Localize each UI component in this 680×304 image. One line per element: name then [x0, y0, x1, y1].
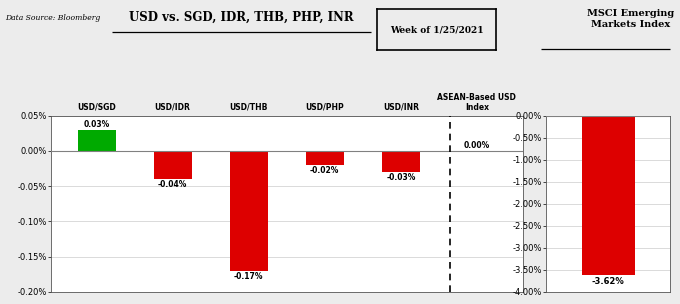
Bar [306, 151, 344, 165]
Text: Data Source: Bloomberg: Data Source: Bloomberg [5, 14, 101, 22]
Text: USD/IDR: USD/IDR [155, 103, 190, 112]
Text: USD/PHP: USD/PHP [305, 103, 344, 112]
Text: -0.04%: -0.04% [158, 180, 188, 189]
Text: -3.62%: -3.62% [592, 277, 624, 286]
Text: USD/INR: USD/INR [383, 103, 419, 112]
Text: -0.03%: -0.03% [386, 173, 415, 182]
Text: USD/SGD: USD/SGD [78, 103, 116, 112]
Bar [78, 130, 116, 151]
Text: Week of 1/25/2021: Week of 1/25/2021 [390, 25, 483, 34]
Text: USD vs. SGD, IDR, THB, PHP, INR: USD vs. SGD, IDR, THB, PHP, INR [129, 11, 354, 24]
Text: MSCI Emerging
Markets Index: MSCI Emerging Markets Index [588, 9, 675, 29]
Bar [581, 116, 634, 275]
Text: 0.03%: 0.03% [84, 119, 109, 129]
Text: ASEAN-Based USD
Index: ASEAN-Based USD Index [437, 93, 516, 112]
Text: -0.02%: -0.02% [310, 166, 339, 175]
Bar [381, 151, 420, 172]
Bar [154, 151, 192, 179]
Text: USD/THB: USD/THB [230, 103, 268, 112]
Bar [230, 151, 268, 271]
Text: 0.00%: 0.00% [464, 141, 490, 150]
Text: -0.17%: -0.17% [234, 272, 263, 281]
